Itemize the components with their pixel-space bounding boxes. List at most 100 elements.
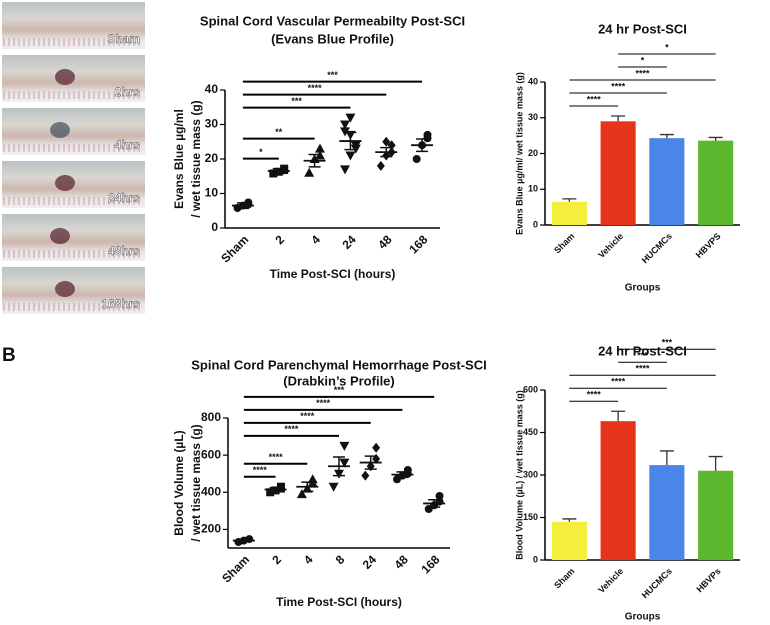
photo	[2, 214, 145, 261]
x-axis-label: Time Post-SCI (hours)	[270, 267, 396, 281]
data-point	[328, 482, 339, 492]
x-tick-label: Vehicle	[596, 566, 625, 595]
error-bar	[659, 133, 674, 139]
lesion	[55, 69, 75, 85]
error-bar	[333, 456, 345, 477]
x-tick-label: 2	[269, 552, 284, 567]
error-bar	[659, 450, 674, 466]
y-axis-label: Evans Blue µg/ml/ wet tissue mass (g)	[514, 72, 524, 235]
y-tick-label: 10	[205, 186, 219, 200]
x-tick-label: HBVPs	[694, 566, 722, 594]
bar	[551, 521, 587, 560]
significance-label: ****	[635, 68, 650, 78]
error-bar	[416, 138, 429, 153]
photo-label: 2hrs	[115, 85, 141, 99]
x-tick-label: HUCMCs	[640, 566, 674, 600]
photo-label: Sham	[107, 32, 140, 46]
bar	[649, 138, 685, 225]
significance-label: ****	[300, 411, 315, 421]
chart-title: Spinal Cord Vascular Permeabilty Post-SC…	[200, 13, 465, 28]
error-bar	[708, 136, 723, 141]
data-point	[340, 120, 351, 130]
data-point	[296, 489, 307, 499]
y-axis-label: / wet tissue mass (g)	[189, 100, 203, 217]
bar	[649, 465, 685, 560]
significance-label: ****	[611, 81, 626, 91]
x-axis-label: Groups	[625, 283, 661, 294]
significance-label: ***	[334, 385, 345, 395]
error-bar	[396, 471, 409, 479]
error-bar	[708, 455, 723, 471]
x-tick-label: Sham	[552, 566, 576, 590]
x-tick-label: 168	[406, 232, 430, 256]
error-bar	[344, 131, 357, 151]
y-tick-label: 400	[201, 484, 221, 498]
significance-label: ***	[662, 338, 673, 348]
data-point	[339, 458, 350, 468]
chart-title: Spinal Cord Parenchymal Hemorrhage Post-…	[191, 357, 486, 372]
x-tick-label: Sham	[219, 552, 252, 585]
x-tick-label: Vehicle	[596, 231, 625, 260]
significance-label: ****	[611, 377, 626, 387]
chart-subtitle: (Evans Blue Profile)	[271, 31, 394, 46]
y-tick-label: 300	[523, 469, 538, 479]
chart-title: 24 hr Post-SCI	[598, 21, 687, 36]
error-bar	[428, 498, 441, 508]
y-axis-label: Blood Volume (µL)	[172, 430, 186, 535]
lesion	[55, 175, 75, 191]
y-tick-label: 150	[523, 512, 538, 522]
data-point	[340, 165, 351, 175]
data-point	[244, 200, 253, 209]
y-tick-label: 20	[205, 151, 219, 165]
data-point	[276, 482, 285, 491]
lesion	[50, 228, 70, 244]
chart-subtitle: (Drabkin’s Profile)	[283, 373, 394, 388]
data-point	[376, 160, 385, 171]
data-point	[403, 466, 412, 474]
data-point	[339, 441, 350, 451]
significance-label: *	[665, 42, 669, 52]
y-tick-label: 450	[523, 427, 538, 437]
bar	[600, 421, 636, 560]
x-tick-label: 24	[339, 232, 359, 252]
y-tick-label: 20	[528, 148, 538, 158]
x-tick-label: 2	[272, 232, 287, 247]
x-tick-label: 4	[301, 552, 316, 567]
error-bar	[380, 146, 393, 158]
y-tick-label: 0	[211, 220, 218, 234]
significance-label: ****	[587, 390, 602, 400]
y-axis-label: / wet tissue mass (g)	[189, 424, 203, 541]
data-point	[345, 113, 356, 123]
significance-label: *	[641, 55, 645, 65]
error-bar	[611, 115, 626, 122]
x-tick-label: 4	[308, 232, 323, 247]
photo	[2, 2, 145, 49]
chart-title: 24 hr Post-SCI	[598, 343, 687, 358]
error-bar	[301, 481, 314, 493]
y-tick-label: 40	[528, 76, 538, 86]
significance-label: ****	[269, 452, 284, 462]
x-tick-label: 48	[375, 232, 395, 252]
error-bar	[237, 538, 250, 543]
bar	[698, 470, 734, 560]
x-tick-label: HUCMCs	[640, 231, 674, 265]
y-tick-label: 40	[205, 82, 219, 96]
significance-label: ****	[253, 465, 268, 475]
y-axis-label: Blood Volume (µL) / wet tissue mass (g)	[514, 390, 524, 560]
y-tick-label: 10	[528, 184, 538, 194]
y-tick-label: 600	[201, 447, 221, 461]
error-bar	[562, 518, 577, 522]
y-tick-label: 0	[533, 219, 538, 229]
data-point	[314, 143, 325, 153]
photo	[2, 108, 145, 155]
data-point	[304, 167, 315, 177]
significance-label: ***	[291, 96, 302, 106]
data-point	[280, 166, 289, 175]
bar	[551, 201, 587, 225]
x-tick-label: Sham	[552, 231, 576, 255]
error-bar	[236, 202, 249, 210]
x-tick-label: 8	[333, 552, 348, 567]
y-tick-label: 30	[528, 112, 538, 122]
error-bar	[562, 198, 577, 202]
x-tick-label: Sham	[218, 232, 251, 265]
